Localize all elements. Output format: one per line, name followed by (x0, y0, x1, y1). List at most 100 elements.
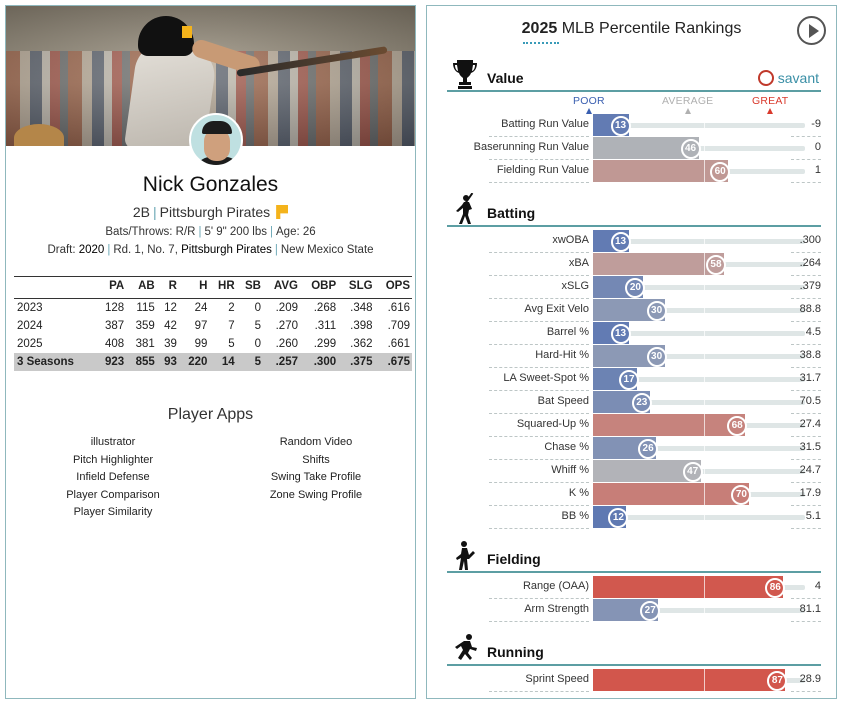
play-button[interactable] (797, 16, 826, 45)
percentile-track (593, 331, 805, 336)
app-link[interactable]: Random Video (279, 436, 353, 448)
stats-cell: .398 (350, 319, 373, 332)
percentile-row[interactable]: Squared-Up % 68 27.4 (447, 414, 821, 437)
bio-line: Bats/Throws: R/R | 5' 9" 200 lbs | Age: 26 (105, 226, 316, 238)
app-link[interactable]: Zone Swing Profile (269, 488, 363, 501)
stats-header-cell[interactable]: OBP (300, 276, 339, 299)
percentile-track (593, 239, 805, 244)
stats-header-cell[interactable]: SB (236, 276, 263, 299)
percentile-track (593, 123, 805, 128)
table-row: 2023 128 115 12 24 2 0 .209 .268 .348 .616 (14, 299, 412, 317)
percentile-row[interactable]: Fielding Run Value 60 1 (447, 160, 821, 183)
table-row: 2024 387 359 42 97 7 5 .270 .311 .398 .709 (14, 317, 412, 335)
percentile-row[interactable]: K % 70 17.9 (447, 483, 821, 506)
percentile-row[interactable]: Bat Speed 23 70.5 (447, 391, 821, 414)
metric-value: 70.5 (799, 395, 821, 407)
percentile-row[interactable]: Whiff % 47 24.7 (447, 460, 821, 483)
baseball-icon (757, 70, 774, 86)
stats-header-cell[interactable]: H (178, 276, 210, 299)
percentile-row[interactable]: xSLG 20 .379 (447, 276, 821, 299)
percentile-bar (593, 299, 705, 321)
percentile-track (593, 308, 805, 313)
metric-label: BB % (561, 510, 589, 522)
player-age: Age: 26 (276, 226, 316, 238)
apps-list-left: illustrator Pitch Highlighter Infield Defe… (43, 434, 183, 522)
percentile-row[interactable]: Range (OAA) 86 4 (447, 576, 821, 599)
stats-cell: .257 (262, 352, 300, 371)
percentile-row[interactable]: Chase % 26 31.5 (447, 437, 821, 460)
stats-cell: 855 (126, 352, 157, 371)
stats-cell: 0 (254, 337, 261, 350)
app-link[interactable]: Infield Defense (76, 471, 150, 483)
percentile-row[interactable]: xwOBA 13 .300 (447, 230, 821, 253)
metric-label: xBA (568, 257, 589, 269)
percentile-rankings-panel: 2025 MLB Percentile Rankings Value savant… (426, 5, 837, 699)
metric-value: .300 (799, 234, 821, 246)
app-link[interactable]: Swing Take Profile (270, 471, 362, 483)
stats-cell: 7 (228, 319, 235, 332)
stats-cell: 381 (135, 337, 155, 350)
percentile-track (593, 515, 805, 520)
metric-value: 17.9 (799, 487, 821, 499)
rankings-year[interactable]: 2025 (521, 20, 558, 37)
percentile-row[interactable]: Avg Exit Velo 30 88.8 (447, 299, 821, 322)
app-link[interactable]: Player Comparison (66, 488, 160, 501)
percentile-row[interactable]: BB % 12 5.1 (447, 506, 821, 529)
stats-cell: .616 (387, 301, 410, 314)
stats-table: PA AB R H HR SB AVG OBP SLG OPS 2023 128 115 12 24 2 0.… (14, 276, 412, 371)
percentile-row[interactable]: Barrel % 13 4.5 (447, 322, 821, 345)
player-name: Nick Gonzales (142, 173, 279, 196)
percentile-value-dot: 86 (765, 578, 786, 598)
player-apps-title: Player Apps (167, 406, 254, 423)
app-link[interactable]: Shifts (302, 453, 330, 466)
stats-header-cell[interactable]: SLG (338, 276, 375, 299)
app-link[interactable]: Player Similarity (73, 506, 153, 518)
stats-cell: .362 (350, 337, 373, 350)
metric-label: xwOBA (552, 234, 589, 246)
stats-cell: 14 (209, 352, 237, 371)
player-card: Nick Gonzales 2B | Pittsburgh Pirates Bats… (5, 5, 416, 699)
metric-value: 1 (814, 164, 821, 176)
percentile-row[interactable]: Sprint Speed 87 28.9 (447, 669, 821, 692)
player-position: 2B (132, 204, 150, 220)
avatar (189, 113, 243, 167)
percentile-row[interactable]: xBA 58 .264 (447, 253, 821, 276)
stats-header-cell[interactable]: AVG (262, 276, 300, 299)
metric-value: 0 (814, 141, 821, 153)
team-link[interactable]: Pittsburgh Pirates (159, 204, 271, 220)
percentile-value-dot: 47 (682, 462, 703, 482)
percentile-track (593, 608, 805, 613)
stats-header-cell[interactable]: R (156, 276, 179, 299)
scale-marker (586, 108, 592, 114)
percentile-bar (593, 483, 750, 505)
percentile-value-dot: 87 (767, 671, 788, 691)
app-link[interactable]: illustrator (90, 436, 136, 448)
stats-header-cell[interactable]: OPS (374, 276, 412, 299)
percentile-row[interactable]: Baserunning Run Value 46 0 (447, 137, 821, 160)
stats-cell: .348 (350, 301, 373, 314)
app-link[interactable]: Pitch Highlighter (72, 453, 154, 466)
percentile-value-dot: 68 (727, 416, 748, 436)
metric-value: 88.8 (799, 303, 821, 315)
percentile-bar (593, 137, 705, 159)
metric-label: K % (568, 487, 589, 499)
stats-header-cell[interactable]: PA (95, 276, 127, 299)
percentile-bar (593, 460, 705, 482)
stats-cell: .709 (387, 319, 410, 332)
percentile-value-dot: 17 (619, 370, 640, 390)
metric-value: 28.9 (799, 673, 821, 685)
percentile-row[interactable]: LA Sweet-Spot % 17 31.7 (447, 368, 821, 391)
stats-header-cell[interactable]: AB (126, 276, 157, 299)
scale-average-label: AVERAGE (662, 95, 714, 107)
stats-cell: .661 (387, 337, 410, 350)
section-value: Value savant (447, 56, 821, 92)
percentile-row[interactable]: Batting Run Value 13 -9 (447, 114, 821, 137)
percentile-row[interactable]: Hard-Hit % 30 38.8 (447, 345, 821, 368)
stats-cell: 2023 (17, 301, 43, 314)
stats-cell: 387 (105, 319, 125, 332)
stats-header-cell[interactable]: HR (209, 276, 237, 299)
draft-year: 2020 (78, 244, 105, 256)
percentile-row[interactable]: Arm Strength 27 81.1 (447, 599, 821, 622)
savant-logo[interactable]: savant (757, 70, 819, 86)
percentile-value-dot: 12 (608, 508, 629, 528)
